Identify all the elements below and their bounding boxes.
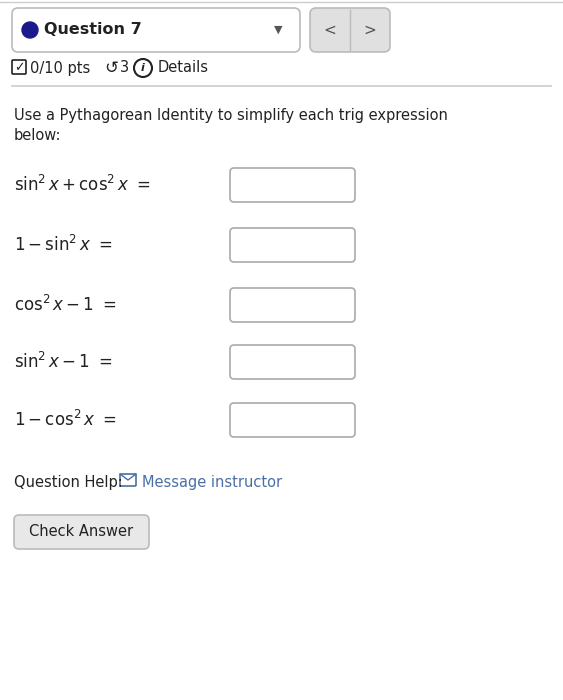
FancyBboxPatch shape xyxy=(230,288,355,322)
FancyBboxPatch shape xyxy=(12,8,300,52)
FancyBboxPatch shape xyxy=(230,403,355,437)
FancyBboxPatch shape xyxy=(14,515,149,549)
FancyBboxPatch shape xyxy=(310,8,390,52)
Text: Message instructor: Message instructor xyxy=(142,475,282,489)
Text: 3: 3 xyxy=(120,60,129,76)
Text: <: < xyxy=(324,22,336,38)
Text: i: i xyxy=(141,63,145,73)
FancyBboxPatch shape xyxy=(230,345,355,379)
Text: ▼: ▼ xyxy=(274,25,282,35)
Text: >: > xyxy=(364,22,377,38)
Text: Question 7: Question 7 xyxy=(44,22,142,38)
FancyBboxPatch shape xyxy=(230,228,355,262)
Text: $1 - \sin^2 x\ =$: $1 - \sin^2 x\ =$ xyxy=(14,235,112,255)
Text: Details: Details xyxy=(158,60,209,76)
Text: Check Answer: Check Answer xyxy=(29,524,133,540)
FancyBboxPatch shape xyxy=(12,60,26,74)
Text: below:: below: xyxy=(14,128,61,143)
Text: 0/10 pts: 0/10 pts xyxy=(30,60,90,76)
Text: Use a Pythagorean Identity to simplify each trig expression: Use a Pythagorean Identity to simplify e… xyxy=(14,108,448,123)
Circle shape xyxy=(22,22,38,38)
Text: ✓: ✓ xyxy=(14,62,25,74)
FancyBboxPatch shape xyxy=(120,474,136,486)
Circle shape xyxy=(134,59,152,77)
Text: $\sin^2 x - 1\ =$: $\sin^2 x - 1\ =$ xyxy=(14,352,112,372)
FancyBboxPatch shape xyxy=(230,168,355,202)
Text: $\cos^2 x - 1\ =$: $\cos^2 x - 1\ =$ xyxy=(14,295,117,315)
Text: $1 - \cos^2 x\ =$: $1 - \cos^2 x\ =$ xyxy=(14,410,117,430)
Text: ↺: ↺ xyxy=(104,59,118,77)
Text: $\sin^2 x + \cos^2 x\ =$: $\sin^2 x + \cos^2 x\ =$ xyxy=(14,175,150,195)
Text: Question Help:: Question Help: xyxy=(14,475,123,489)
